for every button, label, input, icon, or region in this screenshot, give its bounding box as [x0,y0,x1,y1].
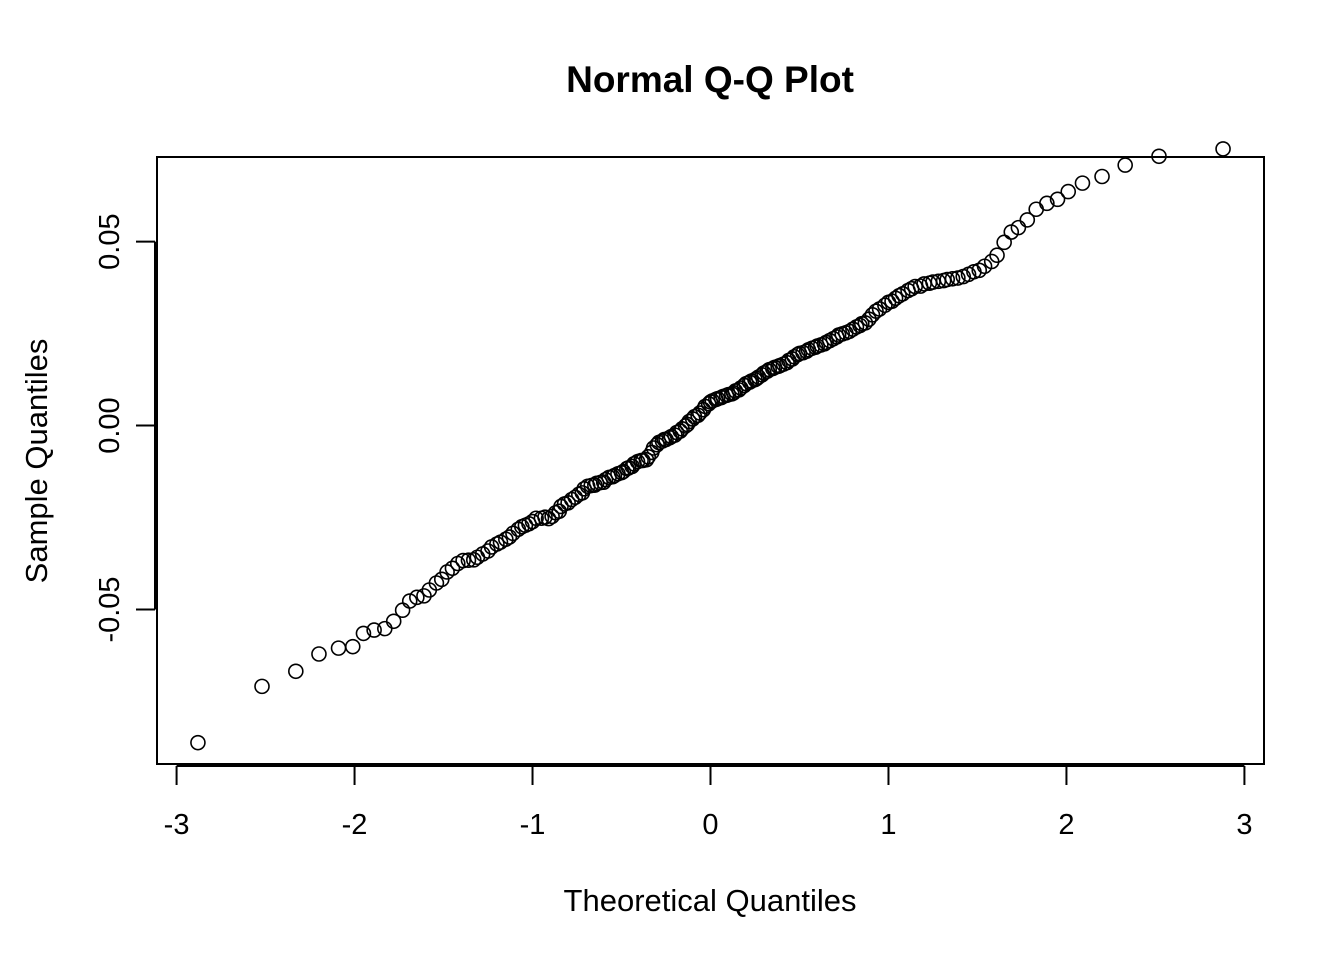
x-axis: -3 -2 -1 0 1 2 3 [164,765,1252,841]
y-axis: -0.05 0.00 0.05 [94,213,156,643]
x-tick-label: -3 [164,809,190,841]
data-point [1151,148,1167,165]
data-point [385,613,402,630]
data-point [996,234,1012,251]
data-point [1215,141,1231,157]
data-point [989,247,1005,264]
data-point [416,588,432,604]
data-point [366,622,382,638]
data-point [1028,201,1044,218]
data-point [460,552,477,568]
x-tick-label: 0 [702,809,718,841]
data-point [190,734,206,751]
data-point [1117,157,1133,173]
data-point [1039,195,1055,212]
data-point [1019,212,1036,228]
data-point [939,271,956,288]
data-point [401,593,418,609]
data-point [528,510,544,527]
data-point [311,646,327,662]
data-point [1074,175,1091,191]
data-point [501,529,518,545]
data-point [355,625,372,642]
data-point [971,262,988,279]
data-point [455,552,471,569]
data-points [190,141,1231,751]
data-point [254,678,270,695]
x-axis-label: Theoretical Quantiles [564,883,857,918]
data-point [344,638,361,655]
data-point [288,663,304,680]
data-point [1094,168,1110,185]
plot-frame [156,156,1265,765]
data-point [1060,183,1077,200]
y-tick-label: -0.05 [94,576,126,642]
data-point [732,380,749,396]
y-axis-label: Sample Quantiles [19,339,54,584]
data-point [377,620,393,637]
data-point [553,498,569,515]
data-point [868,303,884,319]
data-point [409,589,425,606]
data-point [1049,191,1066,208]
x-tick-label: 3 [1236,809,1252,841]
y-tick-label: 0.05 [94,213,126,269]
data-point [944,270,961,287]
x-tick-label: 2 [1058,809,1074,841]
data-point [330,640,347,656]
data-point [480,543,496,559]
x-tick-label: -2 [342,809,368,841]
data-point [394,602,411,619]
data-point [444,560,461,577]
data-point [750,369,767,385]
x-tick-label: -1 [520,809,546,841]
chart-title: Normal Q-Q Plot [566,59,854,100]
data-point [1010,219,1027,236]
y-tick-label: 0.00 [94,397,126,453]
data-point [845,321,861,337]
data-point [597,471,614,488]
x-tick-label: 1 [880,809,896,841]
data-point [907,278,923,295]
data-point [465,552,482,568]
data-point [640,449,657,465]
